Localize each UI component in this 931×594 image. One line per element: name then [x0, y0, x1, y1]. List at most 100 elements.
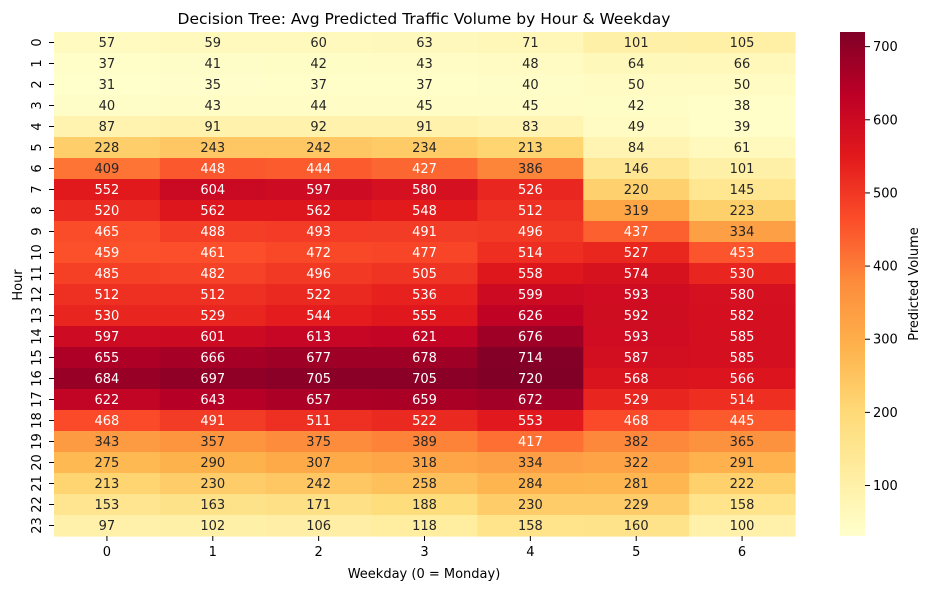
cell-value-label: 597 [306, 183, 331, 198]
cell-value-label: 357 [200, 435, 225, 450]
heatmap-cell [689, 53, 796, 75]
cell-value-label: 213 [518, 141, 543, 156]
cell-value-label: 544 [306, 309, 331, 324]
heatmap-cell [477, 242, 584, 264]
cell-value-label: 461 [200, 246, 225, 261]
cell-value-label: 553 [518, 414, 543, 429]
x-tick-label: 3 [420, 545, 428, 560]
y-tick-label: 7 [30, 185, 45, 193]
cell-value-label: 171 [306, 498, 331, 513]
heatmap-cell [477, 263, 584, 285]
colorbar-tick-label: 600 [873, 113, 898, 128]
cell-value-label: 496 [518, 225, 543, 240]
heatmap-cell [159, 32, 267, 54]
heatmap-cell [371, 137, 479, 159]
heatmap-cell [54, 347, 161, 369]
cell-value-label: 160 [624, 519, 649, 534]
cell-value-label: 386 [518, 162, 543, 177]
heatmap-cell [583, 326, 690, 348]
heatmap-cell [477, 305, 584, 327]
heatmap-cell [54, 74, 161, 96]
cell-value-label: 555 [412, 309, 437, 324]
cell-value-label: 45 [522, 99, 539, 114]
heatmap-cell [689, 389, 796, 411]
heatmap-cell [159, 473, 267, 495]
cell-value-label: 529 [624, 393, 649, 408]
cell-value-label: 84 [628, 141, 645, 156]
heatmap-cell [583, 410, 690, 432]
cell-value-label: 163 [200, 498, 225, 513]
cell-value-label: 705 [306, 372, 331, 387]
heatmap-cell [159, 305, 267, 327]
y-tick-label: 12 [30, 286, 45, 303]
cell-value-label: 101 [624, 36, 649, 51]
cell-value-label: 319 [624, 204, 649, 219]
cell-value-label: 445 [730, 414, 755, 429]
heatmap-cell [159, 347, 267, 369]
cell-value-label: 548 [412, 204, 437, 219]
heatmap-cell [371, 32, 479, 54]
cell-value-label: 40 [522, 78, 539, 93]
heatmap-cell [477, 368, 584, 390]
heatmap-cell [265, 200, 373, 222]
heatmap-cell [583, 179, 690, 201]
cell-value-label: 684 [95, 372, 120, 387]
heatmap-cell [159, 158, 267, 180]
colorbar-tick-label: 100 [873, 479, 898, 494]
cell-value-label: 530 [95, 309, 120, 324]
cell-value-label: 482 [200, 267, 225, 282]
cell-value-label: 643 [200, 393, 225, 408]
cell-value-label: 42 [628, 99, 645, 114]
cell-value-labels: 57 59 60 63 71 101 105 37 41 42 43 48 64 66 31 35 37 37 40… [95, 36, 755, 534]
cell-value-label: 91 [205, 120, 222, 135]
heatmap-cell [583, 32, 690, 54]
heatmap-cell [265, 158, 373, 180]
heatmap-cell [159, 389, 267, 411]
cell-value-label: 275 [95, 456, 120, 471]
heatmap-cell [689, 200, 796, 222]
heatmap-cell [583, 368, 690, 390]
cell-value-label: 234 [412, 141, 437, 156]
heatmap-cell [265, 326, 373, 348]
heatmap-cell [54, 53, 161, 75]
heatmap-cell [371, 242, 479, 264]
cell-value-label: 677 [306, 351, 331, 366]
y-tick-label: 6 [30, 164, 45, 172]
heatmap-cell [54, 473, 161, 495]
cell-value-label: 63 [416, 36, 433, 51]
cell-value-label: 118 [412, 519, 437, 534]
heatmap-cell [371, 116, 479, 138]
heatmap-cell [54, 116, 161, 138]
y-tick-label: 14 [30, 328, 45, 345]
cell-value-label: 666 [200, 351, 225, 366]
heatmap-cell [159, 452, 267, 474]
colorbar-tick-label: 400 [873, 260, 898, 275]
cell-value-label: 31 [99, 78, 116, 93]
heatmap-cell [265, 452, 373, 474]
heatmap-cell [54, 389, 161, 411]
heatmap-cell [54, 158, 161, 180]
cell-value-label: 243 [200, 141, 225, 156]
cell-value-label: 448 [200, 162, 225, 177]
cell-value-label: 552 [95, 183, 120, 198]
cell-value-label: 491 [200, 414, 225, 429]
heatmap-cell [371, 158, 479, 180]
cell-value-label: 158 [730, 498, 755, 513]
cell-value-label: 100 [730, 519, 755, 534]
heatmap-cell [54, 515, 161, 537]
cell-value-label: 37 [99, 57, 116, 72]
cell-value-label: 223 [730, 204, 755, 219]
cell-value-label: 213 [95, 477, 120, 492]
cell-value-label: 558 [518, 267, 543, 282]
heatmap-cell [265, 74, 373, 96]
heatmap-cell [159, 179, 267, 201]
y-tick-label: 8 [30, 206, 45, 214]
y-tick-label: 0 [30, 38, 45, 46]
cell-value-label: 626 [518, 309, 543, 324]
cell-value-label: 220 [624, 183, 649, 198]
cell-value-label: 87 [99, 120, 116, 135]
heatmap-cell [583, 431, 690, 453]
cell-value-label: 230 [518, 498, 543, 513]
x-axis-ticks: 0 1 2 3 4 5 6 [103, 536, 746, 560]
